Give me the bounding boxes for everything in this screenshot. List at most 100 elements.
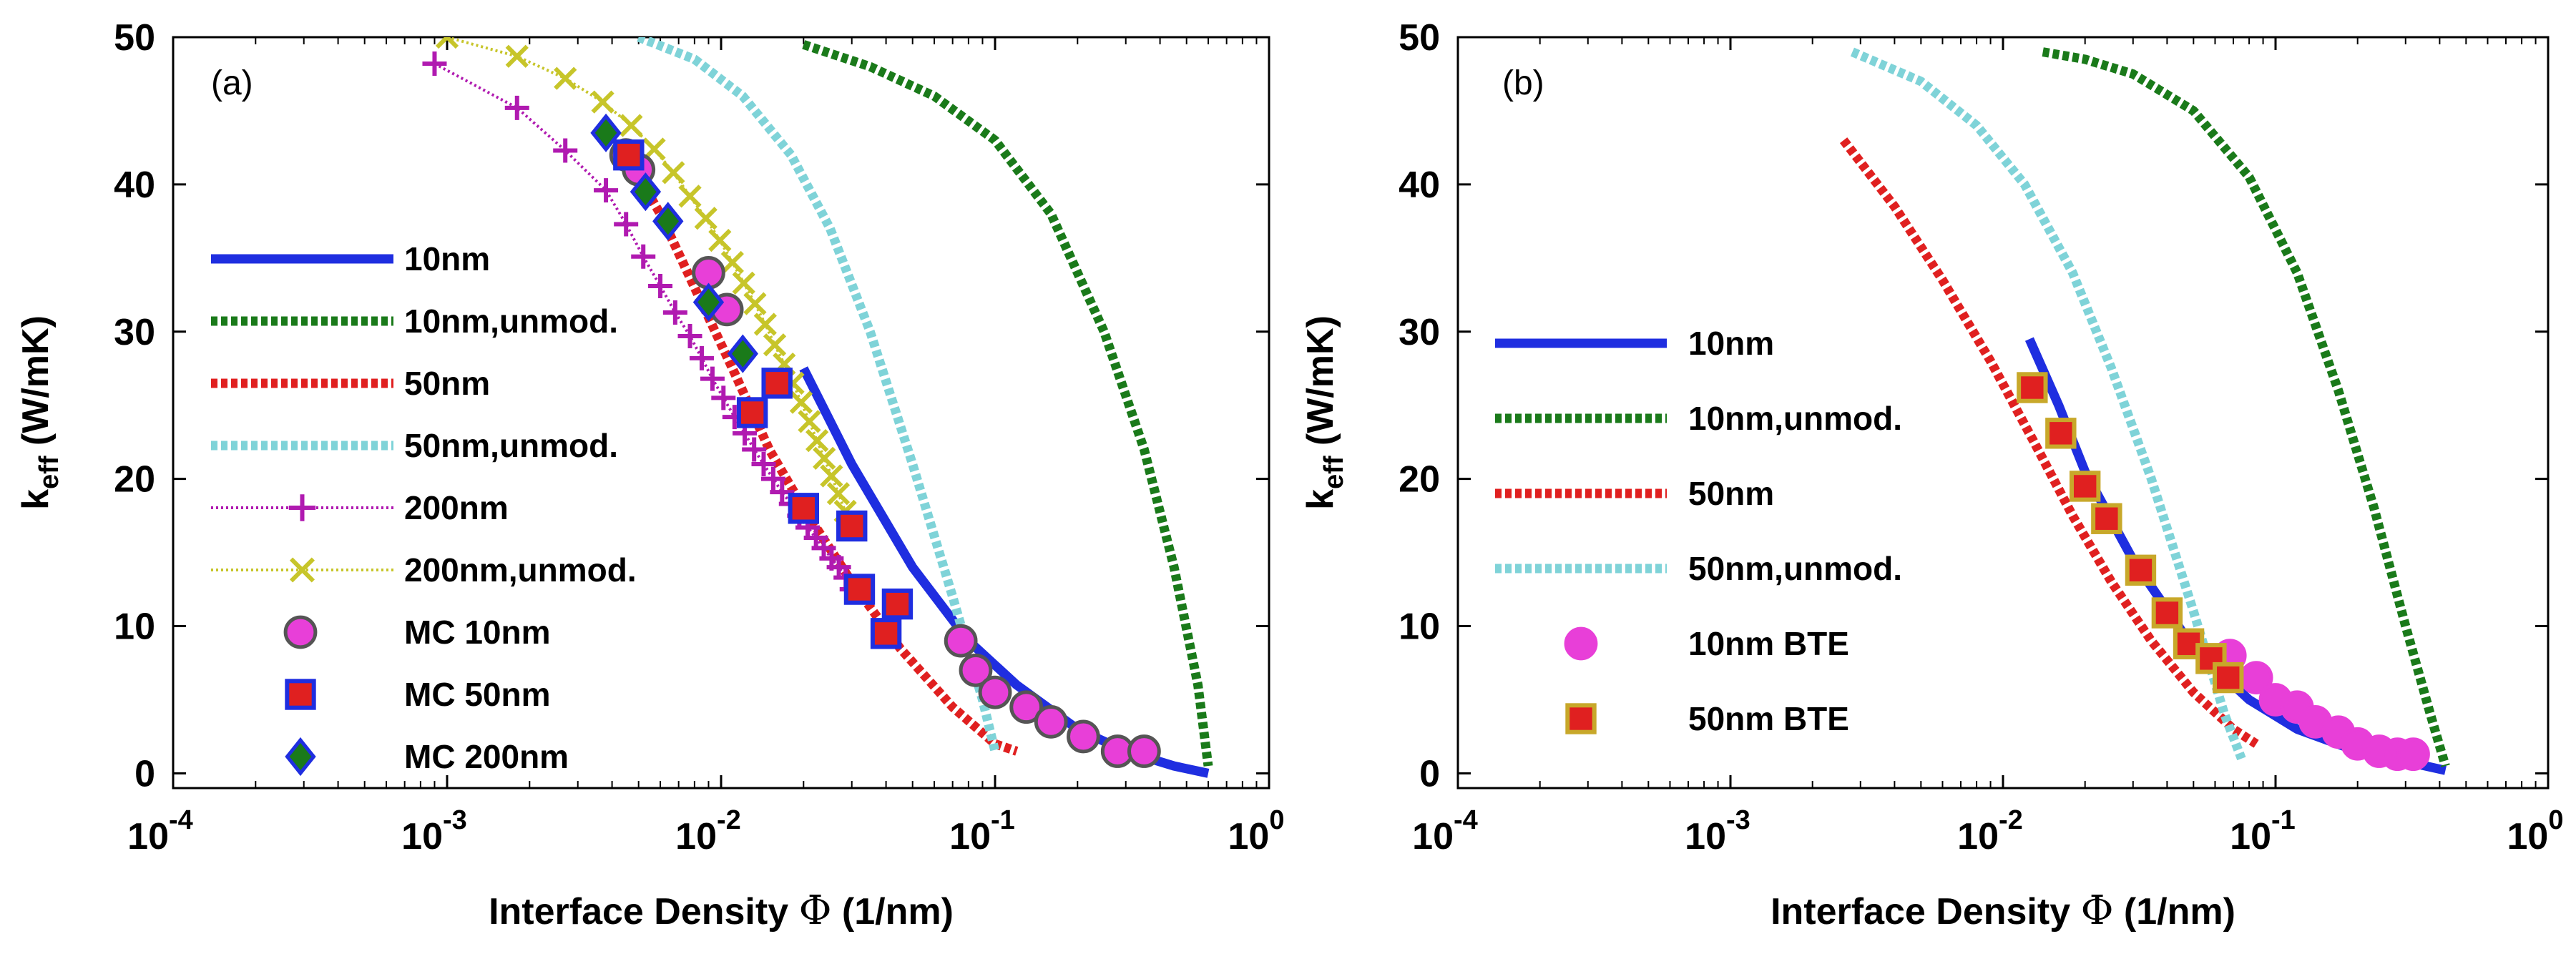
point-200nm-unmod (720, 250, 744, 275)
legend-item-50nm-unmod: 50nm,unmod. (211, 427, 618, 464)
legend-label: 10nm,unmod. (1688, 400, 1902, 437)
point-50nm-bte (2017, 372, 2048, 403)
point-mc-200nm (630, 172, 662, 212)
legend-item-50nm-unmod: 50nm,unmod. (1495, 550, 1902, 587)
point-200nm-unmod (554, 67, 577, 90)
point-50nm-bte (2151, 597, 2183, 629)
legend: 10nm 10nm,unmod. 50nm 50nm,unmod. 200nm 200nm… (211, 240, 637, 777)
y-tick-label: 10 (114, 606, 155, 648)
point-mc-200nm (590, 113, 622, 152)
y-tick-label: 40 (114, 164, 155, 206)
point-mc-10nm (1009, 690, 1044, 724)
x-axis-label: Interface Density Φ (1/nm) (489, 887, 954, 934)
point-50nm-bte (2213, 661, 2244, 694)
plot-frame (1456, 36, 2550, 790)
panel-a: 10-4 10-3 10-2 10-1 100 0 10 20 30 40 50 Interface … (15, 17, 1284, 934)
point-mc-10nm (1127, 734, 1161, 768)
point-200nm-unmod (743, 292, 767, 315)
legend-marker (1564, 626, 1598, 661)
legend-item-10nm-unmod: 10nm,unmod. (1495, 400, 1902, 437)
series-line-10nm-unmod (802, 40, 1213, 767)
point-mc-10nm (1034, 704, 1068, 739)
legend-label: MC 50nm (404, 676, 550, 713)
x-tick-label: 10-1 (2230, 805, 2296, 857)
legend-marker (285, 679, 316, 710)
legend-label: 200nm,unmod. (404, 551, 637, 589)
point-10nm-bte (2396, 737, 2430, 772)
point-mc-10nm (944, 624, 978, 658)
point-200nm-unmod (789, 390, 813, 414)
point-50nm-bte (2069, 471, 2101, 502)
y-tick-label: 30 (1399, 312, 1440, 353)
point-200nm (504, 95, 529, 120)
point-200nm-unmod (591, 90, 614, 114)
point-200nm (648, 273, 673, 298)
point-mc-10nm (978, 675, 1012, 709)
x-tick-label: 10-3 (1685, 805, 1750, 857)
legend-item-10nm-bte: 10nm BTE (1564, 625, 1849, 662)
legend-marker (289, 557, 315, 583)
legend-marker (1565, 703, 1597, 734)
point-200nm (614, 212, 639, 237)
y-tick-label: 20 (1399, 459, 1440, 501)
plot-frame (172, 36, 1270, 790)
panel-b: 10-4 10-3 10-2 10-1 100 0 10 20 30 40 50 Interface … (1300, 17, 2563, 934)
point-200nm-unmod (763, 333, 787, 357)
point-mc-50nm (761, 368, 793, 399)
x-tick-label: 100 (2507, 805, 2564, 857)
legend-marker (285, 737, 316, 777)
point-200nm (689, 345, 714, 370)
legend-label: 50nm (404, 365, 490, 402)
point-200nm (553, 138, 578, 163)
point-200nm-unmod (694, 207, 718, 230)
point-50nm-bte (2091, 503, 2122, 534)
legend-item-50nm: 50nm (1495, 475, 1774, 512)
point-200nm-unmod (826, 482, 851, 506)
legend-item-mc-200nm: MC 200nm (285, 737, 569, 777)
x-tick-label: 10-1 (949, 805, 1015, 857)
point-200nm-unmod (820, 464, 843, 488)
point-mc-200nm (652, 202, 684, 241)
x-tick-label: 10-4 (1412, 805, 1478, 857)
legend-item-50nm-bte: 50nm BTE (1565, 700, 1849, 737)
legend-label: 200nm (404, 489, 509, 526)
point-200nm-unmod (505, 44, 529, 68)
y-tick-label: 10 (1399, 606, 1440, 648)
y-tick-label: 50 (1399, 17, 1440, 59)
legend-label: 50nm (1688, 475, 1774, 512)
point-200nm (760, 466, 785, 491)
point-200nm-unmod (798, 410, 821, 433)
point-mc-50nm (870, 618, 902, 649)
point-mc-10nm (1067, 719, 1100, 754)
legend-label: 10nm (1688, 325, 1774, 362)
point-50nm-bte (2125, 554, 2157, 586)
point-mc-50nm (881, 588, 914, 620)
legend-label: MC 200nm (404, 738, 569, 775)
y-tick-label: 0 (134, 753, 155, 795)
data-layer (422, 37, 1213, 778)
data-layer (1839, 47, 2450, 775)
series-line-50nm (1839, 137, 2259, 748)
series-line-10nm (799, 366, 1210, 778)
point-200nm-unmod (753, 313, 777, 336)
point-200nm-unmod (813, 446, 836, 470)
legend-label: MC 10nm (404, 614, 550, 651)
legend-label: 50nm BTE (1688, 700, 1849, 737)
legend-label: 10nm (404, 240, 490, 277)
legend-item-200nm-unmod: 200nm,unmod. (211, 551, 637, 589)
point-200nm (742, 437, 767, 462)
point-200nm-unmod (708, 228, 732, 252)
point-mc-200nm (727, 334, 759, 373)
legend-item-mc-10nm: MC 10nm (283, 614, 550, 651)
x-tick-label: 10-2 (675, 805, 741, 857)
point-200nm (711, 385, 736, 410)
point-mc-10nm (959, 653, 993, 687)
point-mc-200nm (692, 282, 725, 322)
x-axis-label: Interface Density Φ (1/nm) (1771, 887, 2235, 934)
point-200nm-unmod (435, 37, 459, 49)
point-200nm-unmod (619, 114, 643, 137)
point-50nm-bte (2045, 418, 2077, 449)
point-200nm (751, 452, 776, 477)
point-mc-50nm (788, 493, 819, 524)
